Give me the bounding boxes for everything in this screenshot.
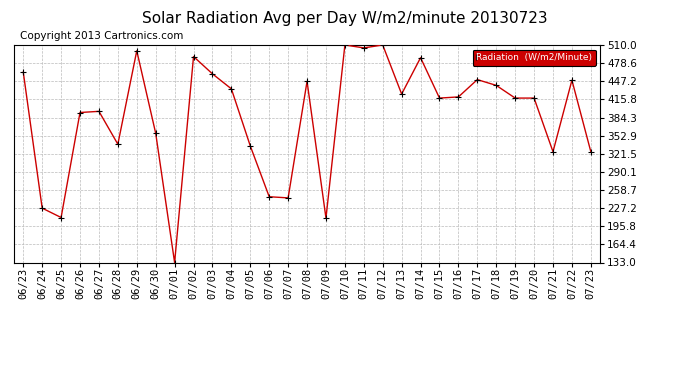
Legend: Radiation  (W/m2/Minute): Radiation (W/m2/Minute) [473,50,595,66]
Text: Solar Radiation Avg per Day W/m2/minute 20130723: Solar Radiation Avg per Day W/m2/minute … [142,11,548,26]
Text: Copyright 2013 Cartronics.com: Copyright 2013 Cartronics.com [19,31,183,40]
